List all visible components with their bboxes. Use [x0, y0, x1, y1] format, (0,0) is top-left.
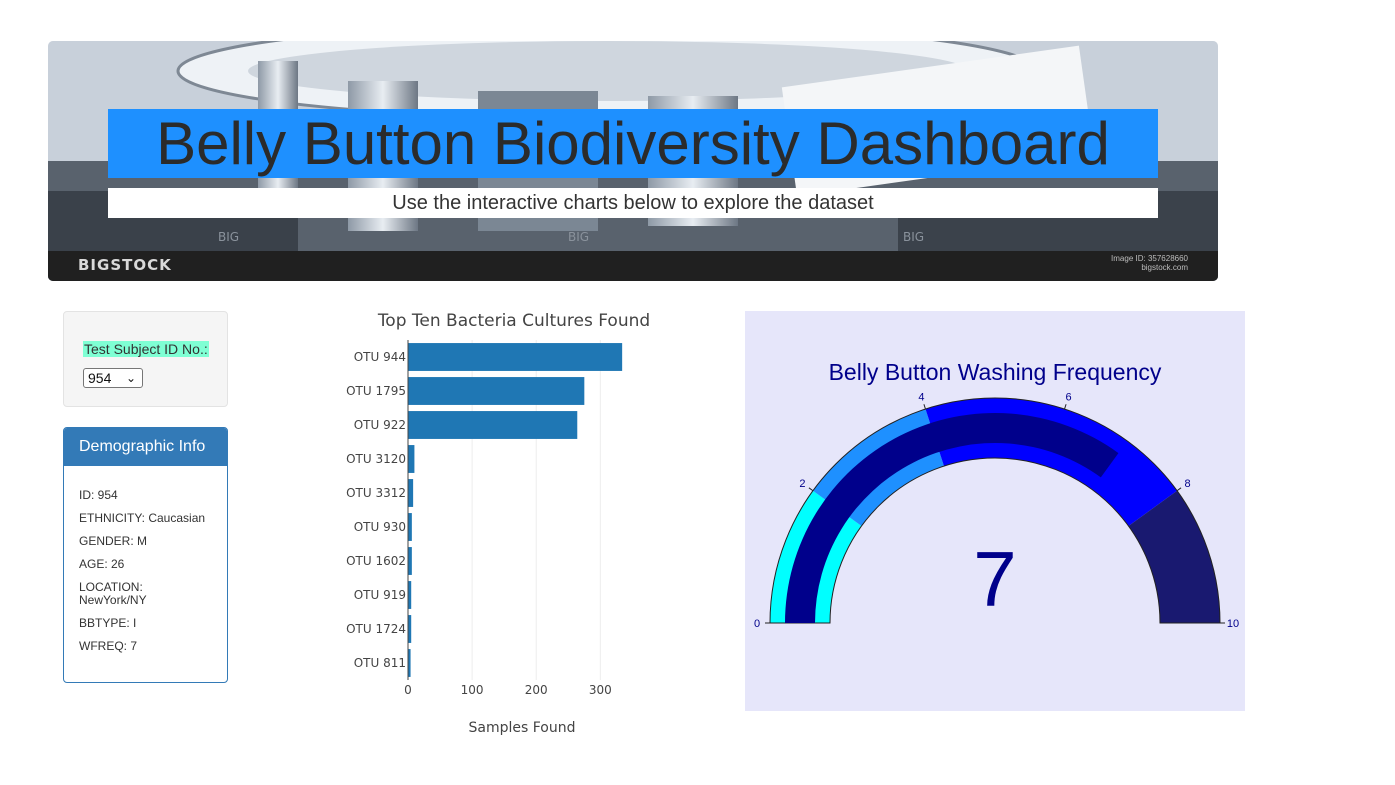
gauge-tick-label: 2 [799, 478, 805, 490]
gauge-step [1128, 490, 1220, 623]
gauge-tick-label: 10 [1227, 618, 1239, 630]
bar-chart-svg: Top Ten Bacteria Cultures Found 0 100 200 30… [346, 311, 650, 736]
gauge-outline [769, 397, 1221, 624]
metadata-line: BBTYPE: I [79, 616, 137, 630]
x-tick-label: 0 [404, 683, 412, 697]
bar [408, 445, 415, 473]
y-tick-label: OTU 811 [354, 656, 406, 670]
bigstock-logo: BIGSTOCK [78, 256, 172, 274]
subject-selector-well: Test Subject ID No.: 954 ⌄ [63, 311, 228, 407]
y-tick-label: OTU 1602 [346, 554, 406, 568]
stock-id-line: bigstock.com [1141, 263, 1188, 272]
metadata-line: WFREQ: 7 [79, 639, 138, 653]
x-axis-label: Samples Found [469, 720, 576, 736]
gauge-tick [923, 404, 926, 410]
x-tick-label: 200 [525, 683, 548, 697]
stock-id-line: Image ID: 357628660 [1111, 254, 1188, 263]
subject-id-select[interactable]: 954 ⌄ [83, 368, 143, 388]
page-title: Belly Button Biodiversity Dashboard [108, 109, 1158, 178]
sample-metadata: ID: 954 ETHNICITY: Caucasian GENDER: M A… [64, 466, 227, 653]
jumbotron-banner: BIG BIG BIG BIGSTOCK Image ID: 357628660… [48, 41, 1218, 281]
gauge-value-bar [785, 413, 1119, 623]
gauge-chart-svg: Belly Button Washing Frequency 0 2 4 6 8 10 7 [754, 359, 1239, 630]
gauge-chart[interactable]: Belly Button Washing Frequency 0 2 4 6 8 10 7 [745, 311, 1245, 711]
subject-id-label: Test Subject ID No.: [83, 341, 209, 357]
y-tick-label: OTU 1724 [346, 622, 406, 636]
bar [408, 377, 585, 405]
watermark-text: BIG [903, 230, 924, 244]
y-tick-label: OTU 919 [354, 588, 406, 602]
x-tick-label: 300 [589, 683, 612, 697]
bar [408, 513, 412, 541]
y-tick-label: OTU 944 [354, 350, 406, 364]
watermark-text: BIG [218, 230, 239, 244]
metadata-line: ETHNICITY: Caucasian [79, 511, 206, 525]
bar [408, 343, 623, 371]
bar [408, 479, 414, 507]
y-tick-label: OTU 3312 [346, 486, 406, 500]
gauge-value: 7 [973, 535, 1016, 623]
bar [408, 411, 578, 439]
bar-chart[interactable]: Top Ten Bacteria Cultures Found 0 100 200 30… [290, 300, 710, 760]
subject-id-selected-value: 954 [88, 370, 112, 386]
bar [408, 615, 412, 643]
y-tick-label: OTU 1795 [346, 384, 406, 398]
y-tick-label: OTU 930 [354, 520, 406, 534]
chart-title: Top Ten Bacteria Cultures Found [377, 311, 650, 331]
metadata-line: ID: 954 [79, 488, 118, 502]
stock-footer-strip [48, 251, 1218, 281]
gauge-tick-label: 8 [1184, 478, 1190, 490]
gauge-tick-label: 4 [918, 392, 924, 404]
chevron-down-icon: ⌄ [125, 371, 136, 385]
stock-image-id: Image ID: 357628660 bigstock.com [1111, 254, 1188, 272]
bar [408, 547, 412, 575]
bar [408, 649, 411, 677]
gauge-tick-label: 0 [754, 618, 760, 630]
gauge-tick [1064, 404, 1067, 410]
panel-title: Demographic Info [64, 428, 227, 466]
bar [408, 581, 412, 609]
metadata-line: AGE: 26 [79, 557, 125, 571]
gauge-tick-label: 6 [1065, 392, 1071, 404]
watermark-text: BIG [568, 230, 589, 244]
y-tick-label: OTU 3120 [346, 452, 406, 466]
demographic-info-panel: Demographic Info ID: 954 ETHNICITY: Cauc… [63, 427, 228, 683]
metadata-line: GENDER: M [79, 534, 148, 548]
microscope-background-image: BIG BIG BIG [48, 41, 1218, 281]
page-subtitle: Use the interactive charts below to expl… [108, 188, 1158, 218]
gauge-title: Belly Button Washing Frequency [829, 359, 1162, 385]
gauge-tick [1176, 487, 1182, 492]
y-tick-label: OTU 922 [354, 418, 406, 432]
gauge-tick [808, 487, 814, 492]
x-tick-label: 100 [461, 683, 484, 697]
metadata-line: LOCATION: NewYork/NY [79, 580, 147, 607]
